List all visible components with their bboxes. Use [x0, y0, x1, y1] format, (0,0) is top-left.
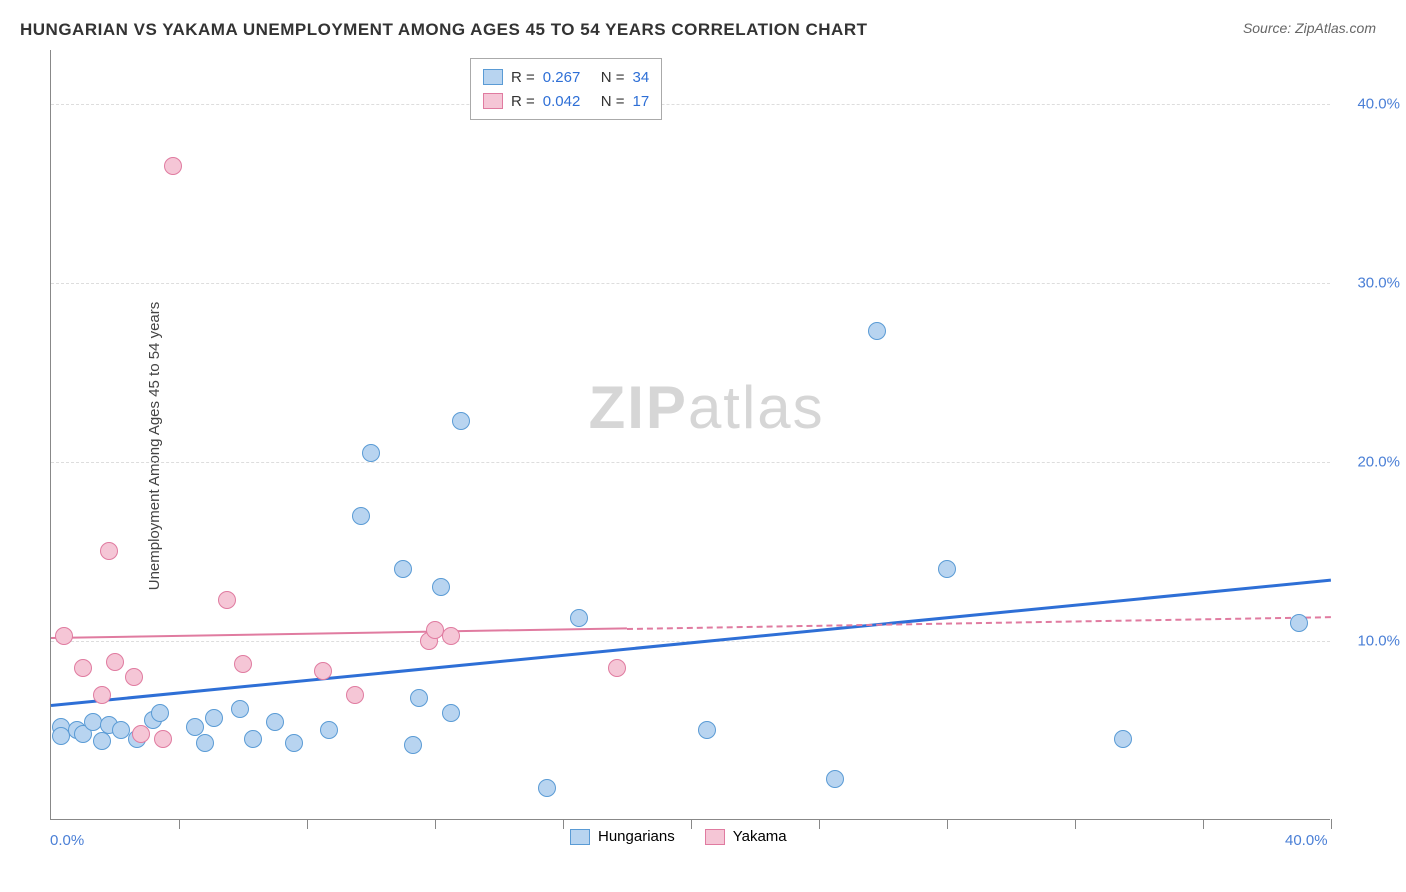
- hungarians-point: [432, 578, 450, 596]
- series-legend-label: Hungarians: [598, 828, 675, 845]
- x-tick: [947, 819, 948, 829]
- yakama-point: [154, 730, 172, 748]
- hungarians-point: [151, 704, 169, 722]
- legend-n-value: 17: [633, 93, 650, 110]
- hungarians-point: [320, 721, 338, 739]
- hungarians-point: [266, 713, 284, 731]
- gridline: [51, 283, 1330, 284]
- hungarians-point: [205, 709, 223, 727]
- legend-n-value: 34: [633, 69, 650, 86]
- y-tick-label: 10.0%: [1340, 632, 1400, 649]
- series-legend-label: Yakama: [733, 828, 787, 845]
- x-axis-min-label: 0.0%: [50, 832, 84, 849]
- yakama-point: [314, 662, 332, 680]
- x-axis-max-label: 40.0%: [1285, 832, 1328, 849]
- chart-title: HUNGARIAN VS YAKAMA UNEMPLOYMENT AMONG A…: [20, 20, 867, 40]
- legend-r-label: R =: [511, 93, 535, 110]
- yakama-point: [55, 627, 73, 645]
- legend-swatch: [483, 93, 503, 109]
- x-tick: [435, 819, 436, 829]
- legend-r-value: 0.042: [543, 93, 593, 110]
- hungarians-point: [452, 412, 470, 430]
- hungarians-point: [93, 732, 111, 750]
- yakama-point: [125, 668, 143, 686]
- hungarians-point: [938, 560, 956, 578]
- hungarians-point: [1114, 730, 1132, 748]
- x-tick: [819, 819, 820, 829]
- x-tick: [1075, 819, 1076, 829]
- hungarians-point: [231, 700, 249, 718]
- hungarians-point: [186, 718, 204, 736]
- legend-r-value: 0.267: [543, 69, 593, 86]
- series-legend: Hungarians Yakama: [570, 828, 787, 845]
- hungarians-point: [84, 713, 102, 731]
- y-tick-label: 40.0%: [1340, 95, 1400, 112]
- x-tick: [307, 819, 308, 829]
- watermark: ZIPatlas: [589, 373, 825, 442]
- yakama-point: [608, 659, 626, 677]
- hungarians-point: [244, 730, 262, 748]
- yakama-point: [346, 686, 364, 704]
- yakama-point: [218, 591, 236, 609]
- hungarians-point: [826, 770, 844, 788]
- legend-r-label: R =: [511, 69, 535, 86]
- yakama-point: [234, 655, 252, 673]
- stats-legend-row: R = 0.042 N = 17: [483, 89, 649, 113]
- watermark-bold: ZIP: [589, 374, 688, 441]
- series-legend-item: Hungarians: [570, 828, 675, 845]
- x-tick: [1203, 819, 1204, 829]
- x-tick: [179, 819, 180, 829]
- yakama-point: [100, 542, 118, 560]
- y-tick-label: 20.0%: [1340, 453, 1400, 470]
- yakama-point: [164, 157, 182, 175]
- yakama-point: [93, 686, 111, 704]
- hungarians-point: [538, 779, 556, 797]
- yakama-point: [106, 653, 124, 671]
- hungarians-point: [285, 734, 303, 752]
- gridline: [51, 462, 1330, 463]
- legend-n-label: N =: [601, 69, 625, 86]
- hungarians-point: [1290, 614, 1308, 632]
- hungarians-point: [442, 704, 460, 722]
- series-legend-item: Yakama: [705, 828, 787, 845]
- hungarians-point: [570, 609, 588, 627]
- hungarians-point: [868, 322, 886, 340]
- legend-swatch: [705, 829, 725, 845]
- stats-legend-row: R = 0.267 N = 34: [483, 65, 649, 89]
- hungarians-point: [410, 689, 428, 707]
- watermark-rest: atlas: [688, 374, 825, 441]
- stats-legend: R = 0.267 N = 34 R = 0.042 N = 17: [470, 58, 662, 120]
- hungarians-point: [698, 721, 716, 739]
- hungarians-point: [352, 507, 370, 525]
- yakama-point: [132, 725, 150, 743]
- legend-swatch: [570, 829, 590, 845]
- yakama-trendline: [51, 628, 627, 640]
- yakama-trendline: [627, 616, 1331, 630]
- y-tick-label: 30.0%: [1340, 274, 1400, 291]
- x-tick: [1331, 819, 1332, 829]
- yakama-point: [442, 627, 460, 645]
- gridline: [51, 104, 1330, 105]
- yakama-point: [74, 659, 92, 677]
- hungarians-point: [394, 560, 412, 578]
- hungarians-point: [404, 736, 422, 754]
- legend-n-label: N =: [601, 93, 625, 110]
- source-label: Source: ZipAtlas.com: [1243, 20, 1376, 36]
- hungarians-trendline: [51, 578, 1331, 706]
- x-tick: [563, 819, 564, 829]
- correlation-chart: HUNGARIAN VS YAKAMA UNEMPLOYMENT AMONG A…: [0, 0, 1406, 892]
- hungarians-point: [196, 734, 214, 752]
- legend-swatch: [483, 69, 503, 85]
- plot-area: ZIPatlas 10.0%20.0%30.0%40.0%: [50, 50, 1330, 820]
- hungarians-point: [362, 444, 380, 462]
